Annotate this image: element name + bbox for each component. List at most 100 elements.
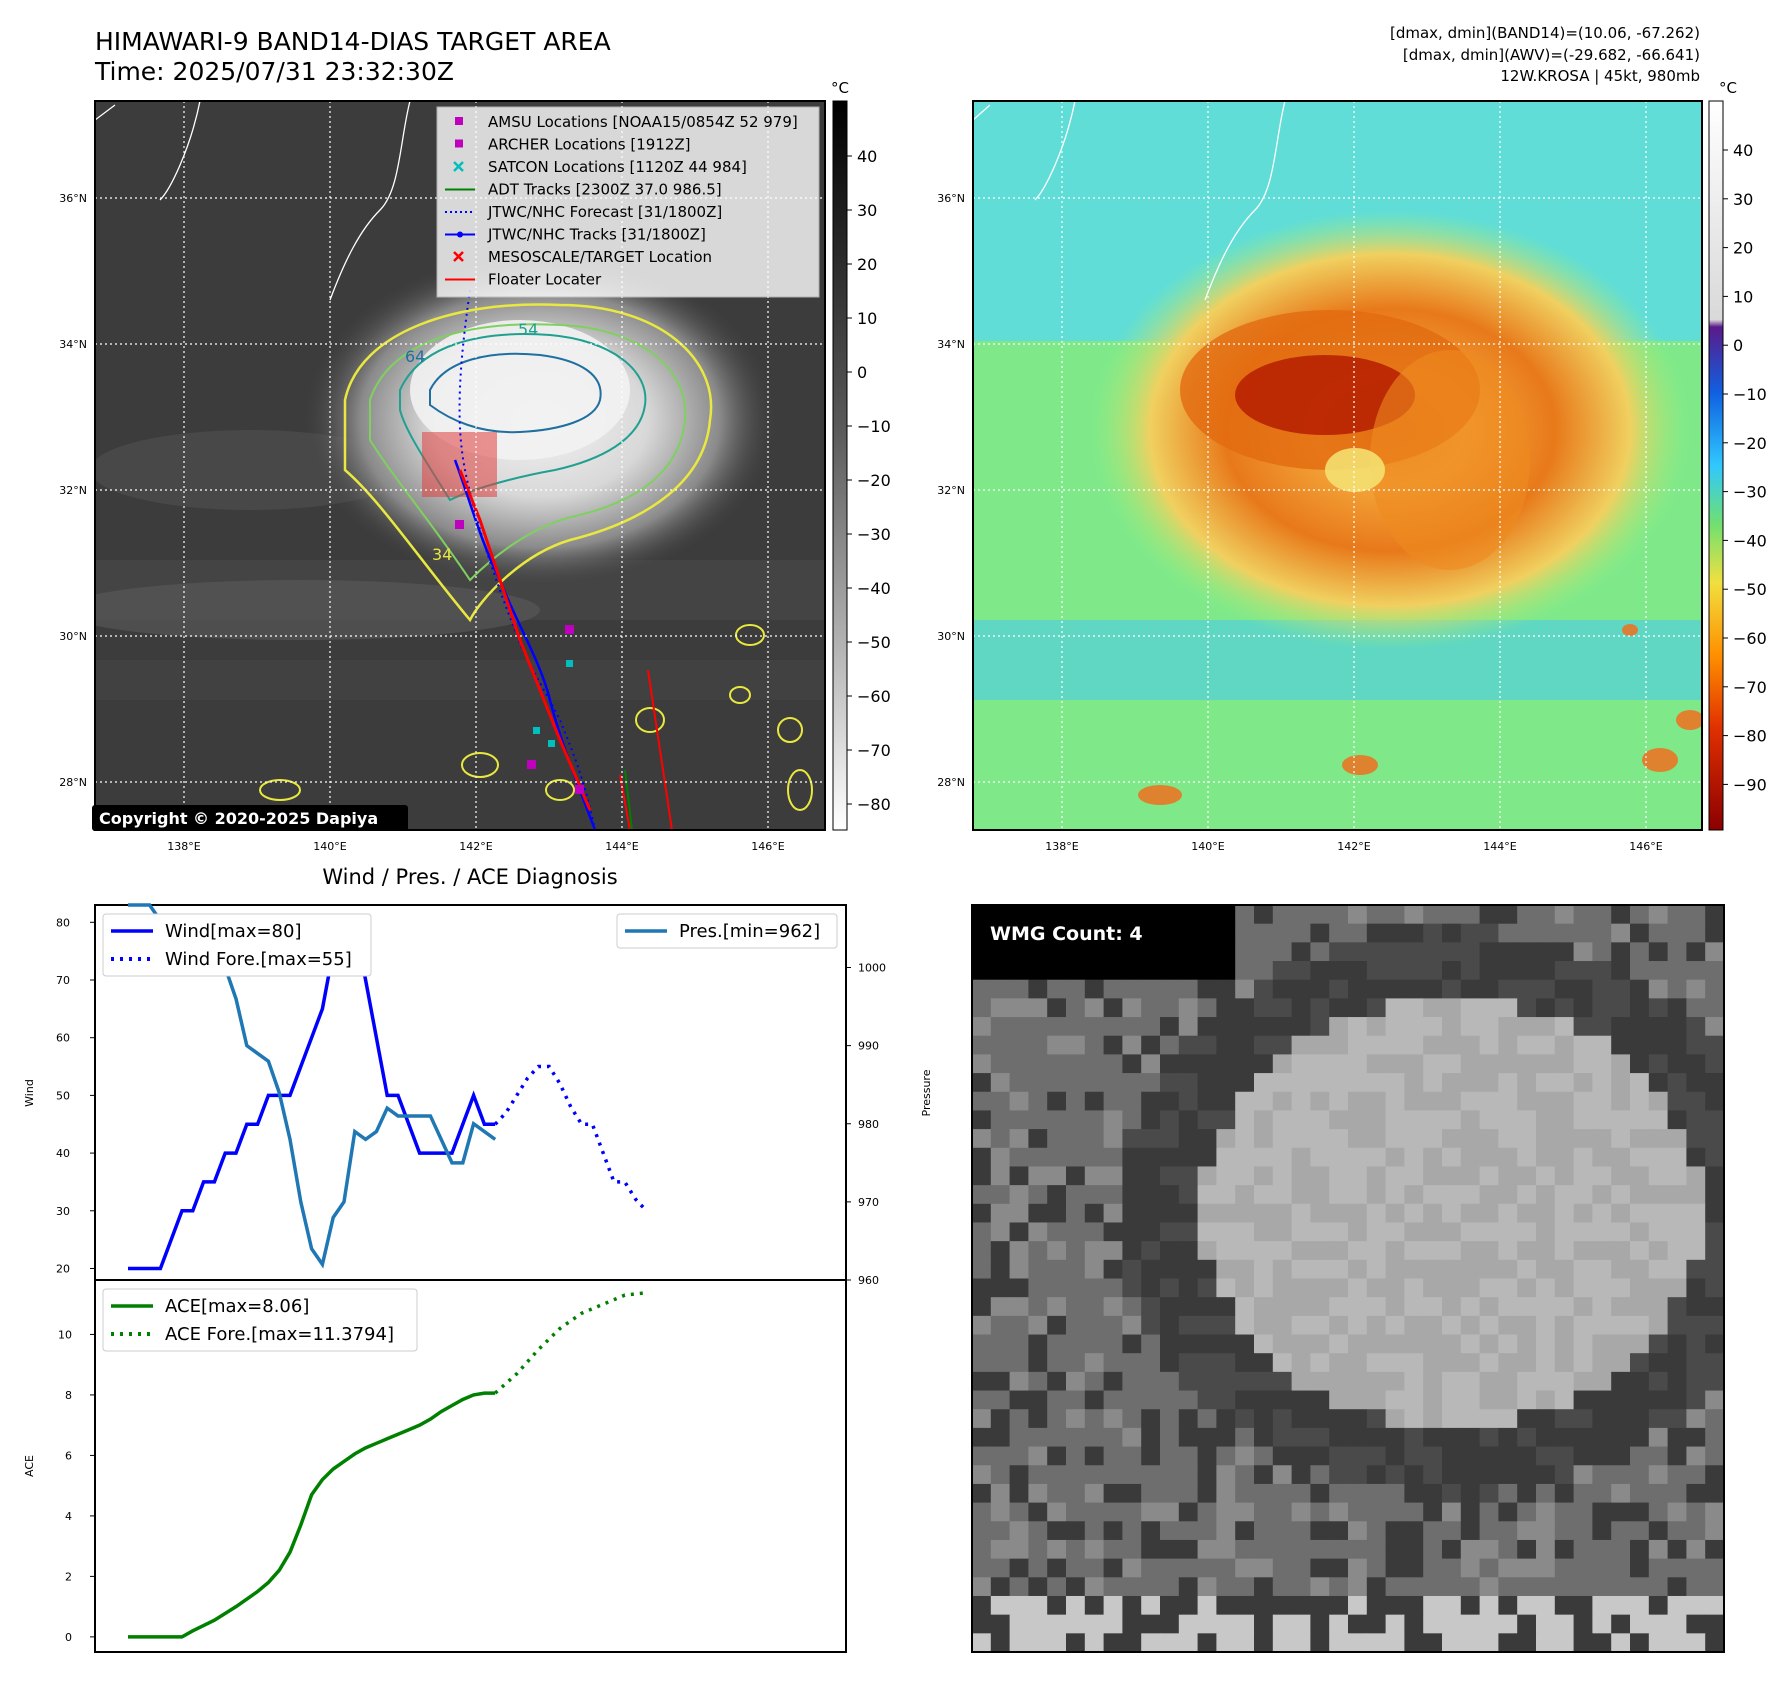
ir-lon-ticks: 138°E 140°E 142°E 144°E 146°E [167, 840, 784, 853]
contour-label-64: 64 [405, 347, 425, 366]
awv-lon-ticks: 138°E 140°E 142°E 144°E 146°E [1045, 840, 1662, 853]
svg-text:142°E: 142°E [459, 840, 492, 853]
svg-text:142°E: 142°E [1337, 840, 1370, 853]
svg-text:138°E: 138°E [167, 840, 200, 853]
awv-lat-ticks: 36°N 34°N 32°N 30°N 28°N [937, 192, 965, 789]
ir-legend-label: Floater Locater [488, 271, 602, 289]
svg-text:144°E: 144°E [1483, 840, 1516, 853]
target-track [458, 469, 592, 811]
wind-fore-legend-label: Wind Fore.[max=55] [165, 949, 352, 970]
wind-ytick-label: 80 [56, 916, 70, 929]
ace-ytick-label: 6 [65, 1449, 72, 1462]
copyright-text: Copyright © 2020-2025 Dapiya [99, 809, 378, 828]
colorbar-tick-label: −20 [1733, 434, 1767, 453]
ir-legend-item: AMSU Locations [NOAA15/0854Z 52 979] [455, 113, 798, 131]
svg-text:146°E: 146°E [751, 840, 784, 853]
wind-legend [102, 913, 372, 977]
pressure-ylabel: Pressure [920, 1069, 933, 1116]
ir-legend-item: JTWC/NHC Forecast [31/1800Z] [445, 203, 722, 221]
ir-legend-label: AMSU Locations [NOAA15/0854Z 52 979] [488, 113, 798, 131]
svg-text:146°E: 146°E [1629, 840, 1662, 853]
contour-label-34: 34 [432, 545, 452, 564]
pres-legend-label: Pres.[min=962] [679, 921, 820, 942]
ace-legend [102, 1288, 418, 1352]
ir-legend-item: Floater Locater [445, 271, 602, 289]
ir-legend-item: JTWC/NHC Tracks [31/1800Z] [445, 226, 706, 244]
series-line-0 [128, 920, 496, 1271]
pres-ytick-label: 990 [858, 1040, 879, 1053]
ir-legend-item: MESOSCALE/TARGET Location [453, 248, 712, 266]
ir-legend-item: ADT Tracks [2300Z 37.0 986.5] [445, 181, 722, 199]
colorbar-tick-label: −20 [857, 471, 891, 490]
svg-text:32°N: 32°N [59, 484, 87, 497]
ace-ytick-label: 10 [58, 1328, 72, 1341]
figure-title: HIMAWARI-9 BAND14-DIAS TARGET AREA [95, 27, 611, 56]
floater-locator [619, 669, 673, 830]
colorbar-tick-label: −80 [857, 795, 891, 814]
awv-coastline [973, 101, 1286, 301]
svg-text:36°N: 36°N [937, 192, 965, 205]
ir-legend-label: MESOSCALE/TARGET Location [488, 248, 712, 266]
colorbar-tick-label: 20 [1733, 239, 1753, 258]
colorbar-tick-label: 30 [1733, 190, 1753, 209]
colorbar-tick-label: −40 [1733, 531, 1767, 550]
colorbar-tick-label: −50 [1733, 580, 1767, 599]
copyright-box [92, 805, 408, 831]
awv-colorbar: °C 40 30 20 10 0 −10 −20 −30 −40 −50 −60 −70 −80 −90 [1708, 79, 1767, 831]
legend-x-marker [453, 251, 464, 262]
ace-ytick-label: 2 [65, 1570, 72, 1583]
colorbar-tick-label: 20 [857, 255, 877, 274]
info-storm: 12W.KROSA | 45kt, 980mb [1500, 67, 1700, 85]
svg-text:30°N: 30°N [59, 630, 87, 643]
jtwc-forecast-track [458, 289, 596, 830]
colorbar-tick-label: −90 [1733, 775, 1767, 794]
adt-track [624, 769, 633, 830]
ace-legend-label: ACE[max=8.06] [165, 1296, 309, 1317]
wind-legend-label: Wind[max=80] [165, 921, 302, 942]
svg-text:138°E: 138°E [1045, 840, 1078, 853]
convective-cells [259, 624, 813, 811]
contour-label-54: 54 [518, 320, 538, 339]
svg-text:30°N: 30°N [937, 630, 965, 643]
svg-text:140°E: 140°E [1191, 840, 1224, 853]
ir-legend-label: ADT Tracks [2300Z 37.0 986.5] [488, 181, 722, 199]
ace-fore-legend-label: ACE Fore.[max=11.3794] [165, 1324, 394, 1345]
figure-time: Time: 2025/07/31 23:32:30Z [94, 57, 454, 86]
legend-x-marker [453, 161, 464, 172]
wind-ytick-label: 40 [56, 1147, 70, 1160]
ir-legend: AMSU Locations [NOAA15/0854Z 52 979] ARCH… [436, 106, 820, 298]
colorbar-tick-label: −10 [1733, 385, 1767, 404]
pres-ytick-label: 980 [858, 1118, 879, 1131]
ir-legend-label: ARCHER Locations [1912Z] [488, 136, 691, 154]
colorbar-tick-label: 0 [1733, 336, 1743, 355]
ir-coastline [95, 101, 411, 301]
ir-legend-item: SATCON Locations [1120Z 44 984] [453, 158, 747, 176]
colorbar-tick-label: 40 [857, 147, 877, 166]
colorbar-tick-label: −30 [857, 525, 891, 544]
svg-text:144°E: 144°E [605, 840, 638, 853]
contour-outer [369, 323, 687, 582]
awv-cells [1138, 624, 1702, 805]
wmg-count-box [983, 916, 1161, 950]
colorbar-tick-label: 0 [857, 363, 867, 382]
colorbar-tick-label: −60 [857, 687, 891, 706]
colorbar-tick-label: −50 [857, 633, 891, 652]
legend-square-marker [455, 117, 463, 125]
target-box [422, 432, 497, 497]
awv-gridlines [973, 101, 1702, 830]
svg-text:36°N: 36°N [59, 192, 87, 205]
svg-text:34°N: 34°N [59, 338, 87, 351]
ir-legend-item: ARCHER Locations [1912Z] [455, 136, 691, 154]
colorbar-tick-label: −70 [857, 741, 891, 760]
colorbar-tick-label: 10 [1733, 287, 1753, 306]
wind-ytick-label: 50 [56, 1089, 70, 1102]
contour-64kt [429, 352, 602, 434]
info-awv: [dmax, dmin](AWV)=(-29.682, -66.641) [1403, 46, 1700, 64]
ace-chart: 0 2 4 6 8 10 ACE ACE[max=8.06] ACE Fore.[max=… [23, 1279, 847, 1653]
ir-colorbar-unit: °C [831, 79, 849, 97]
colorbar-tick-label: −80 [1733, 727, 1767, 746]
ace-ytick-label: 8 [65, 1389, 72, 1402]
satcon-markers [533, 660, 573, 747]
colorbar-tick-label: −70 [1733, 678, 1767, 697]
